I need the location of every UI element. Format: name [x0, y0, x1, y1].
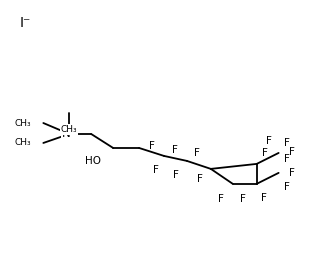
Text: F: F: [194, 148, 200, 158]
Text: F: F: [284, 182, 290, 192]
Text: I⁻: I⁻: [19, 16, 31, 30]
Text: F: F: [284, 138, 290, 148]
Text: F: F: [149, 141, 155, 151]
Text: F: F: [262, 148, 268, 158]
Text: F: F: [284, 154, 290, 164]
Text: CH₃: CH₃: [61, 125, 78, 134]
Text: F: F: [266, 136, 272, 146]
Text: F: F: [153, 165, 159, 175]
Text: F: F: [197, 174, 203, 184]
Text: F: F: [289, 147, 295, 157]
Text: F: F: [261, 193, 267, 203]
Text: N⁺: N⁺: [62, 128, 77, 140]
Text: F: F: [172, 145, 178, 155]
Text: F: F: [218, 194, 224, 204]
Text: F: F: [240, 194, 246, 204]
Text: CH₃: CH₃: [15, 138, 32, 148]
Text: HO: HO: [85, 156, 101, 166]
Text: CH₃: CH₃: [15, 118, 32, 128]
Text: F: F: [289, 168, 295, 178]
Text: F: F: [173, 170, 179, 180]
